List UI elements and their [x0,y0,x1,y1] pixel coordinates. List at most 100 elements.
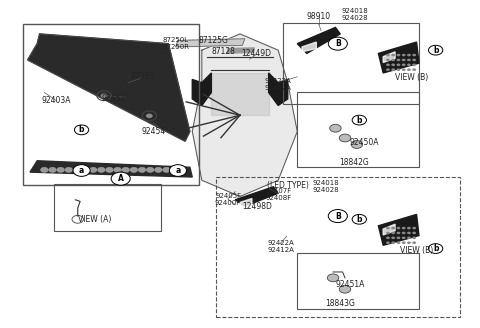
Circle shape [407,232,411,234]
Circle shape [429,45,443,55]
Text: 92405F
92400F: 92405F 92400F [215,193,241,206]
Circle shape [74,125,89,135]
Circle shape [391,227,395,229]
Text: b: b [79,125,84,134]
Polygon shape [383,224,395,235]
Circle shape [57,167,64,173]
Text: 12498D: 12498D [242,202,272,212]
Polygon shape [383,52,395,63]
Circle shape [391,241,395,244]
Text: b: b [433,244,438,253]
Circle shape [114,167,121,173]
Circle shape [412,232,416,234]
Circle shape [386,236,390,239]
Circle shape [391,64,395,66]
Text: 87393: 87393 [130,72,154,81]
Circle shape [327,274,339,282]
Circle shape [391,232,395,234]
Circle shape [391,236,395,239]
Text: 98910: 98910 [307,11,331,21]
Circle shape [402,59,406,61]
Circle shape [351,141,363,148]
Circle shape [412,241,416,244]
Circle shape [396,64,400,66]
Polygon shape [378,215,419,245]
Polygon shape [192,73,211,106]
Text: 924018
924028: 924018 924028 [312,180,339,193]
Circle shape [396,68,400,71]
Text: A: A [118,174,124,183]
Text: 92454: 92454 [142,127,166,136]
Text: 92407F
92408F: 92407F 92408F [265,188,291,201]
Text: 18843G: 18843G [325,299,355,308]
Circle shape [391,59,395,61]
Polygon shape [378,42,419,73]
Circle shape [407,59,411,61]
Polygon shape [227,48,254,53]
Text: 92450A: 92450A [349,138,379,147]
Circle shape [48,167,56,173]
Circle shape [106,167,113,173]
Polygon shape [235,187,278,206]
Circle shape [407,227,411,229]
Text: a: a [79,166,84,175]
Polygon shape [269,73,288,106]
Text: a: a [175,166,180,175]
Circle shape [73,167,81,173]
Polygon shape [211,73,269,115]
Circle shape [402,54,406,56]
Text: 92451A: 92451A [335,280,364,289]
Circle shape [386,227,390,229]
Circle shape [352,215,366,224]
Circle shape [412,54,416,56]
Circle shape [122,167,130,173]
Circle shape [179,167,187,173]
Circle shape [407,68,411,71]
Circle shape [40,167,48,173]
Circle shape [386,54,390,56]
Text: b: b [357,115,362,125]
Circle shape [171,167,179,173]
Polygon shape [176,39,245,47]
Polygon shape [302,42,316,52]
Polygon shape [30,161,192,177]
Text: VIEW (B): VIEW (B) [395,73,429,82]
Circle shape [412,59,416,61]
Circle shape [130,167,138,173]
Circle shape [402,227,406,229]
Circle shape [396,59,400,61]
Circle shape [386,241,390,244]
Circle shape [89,167,97,173]
Circle shape [391,54,395,56]
Circle shape [396,232,400,234]
Circle shape [412,64,416,66]
Text: B: B [335,39,341,48]
Circle shape [412,227,416,229]
Circle shape [386,68,390,71]
Circle shape [163,167,170,173]
Circle shape [396,227,400,229]
Circle shape [386,232,390,234]
Circle shape [396,54,400,56]
Circle shape [146,167,154,173]
Text: 92422A
92412A: 92422A 92412A [267,240,294,254]
Text: 18842G: 18842G [340,158,370,167]
Polygon shape [240,198,252,208]
Text: b: b [357,215,362,224]
Circle shape [169,165,187,176]
Circle shape [407,64,411,66]
Circle shape [396,236,400,239]
Circle shape [138,167,146,173]
Text: 87128: 87128 [211,47,235,56]
Circle shape [407,236,411,239]
Polygon shape [192,34,297,196]
Text: b: b [433,46,438,55]
Text: VIEW (A): VIEW (A) [78,215,111,224]
Circle shape [412,236,416,239]
Circle shape [155,167,162,173]
Text: B: B [335,212,341,220]
Circle shape [73,165,90,176]
Circle shape [407,54,411,56]
Circle shape [402,68,406,71]
Text: 92422A
92412A: 92422A 92412A [265,78,292,91]
